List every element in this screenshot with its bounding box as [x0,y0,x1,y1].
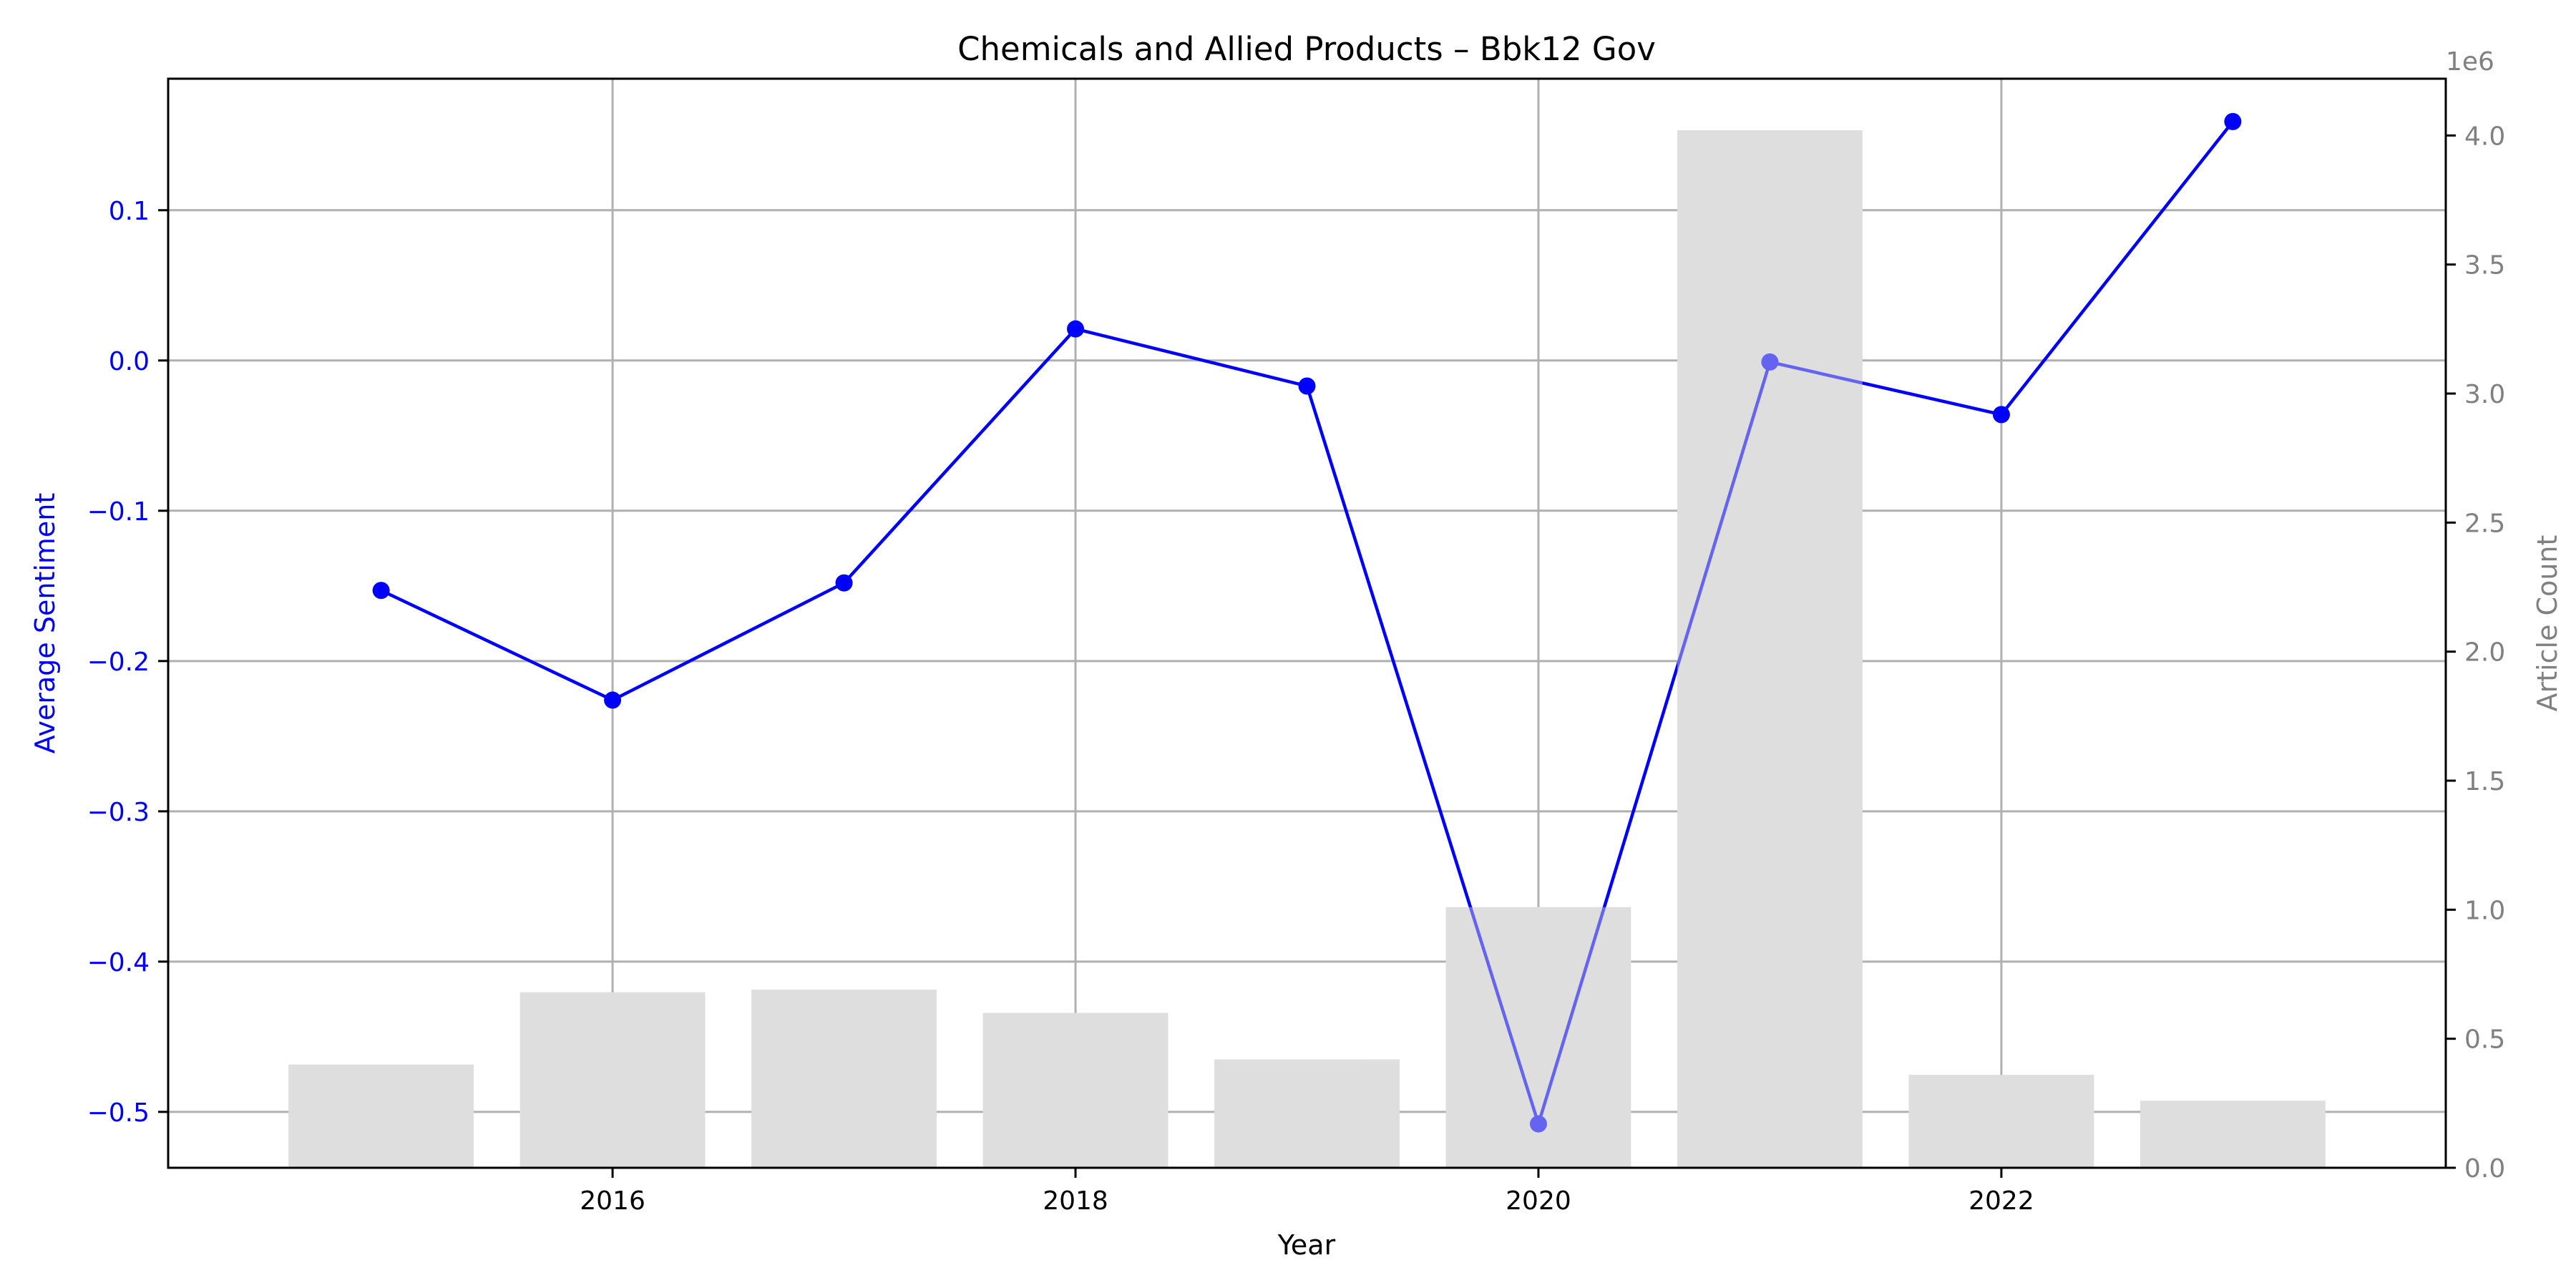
left-tick-label-4: −0.3 [87,798,150,827]
right-tick-label-1: 3.5 [2464,251,2505,280]
bar-2021 [1677,130,1863,1169]
plot-frame [167,77,2447,1169]
x-tick-label-2018: 2018 [1043,1186,1108,1216]
x-axis-label: Year [1277,1229,1336,1261]
left-tick-label-1: 0.0 [109,347,150,376]
left-tick-label-5: −0.4 [87,948,150,977]
bar-overlay-2021 [1677,130,1863,1169]
bar-overlay-2016 [519,992,706,1168]
bar-overlay [288,130,2326,1169]
bar-2022 [1908,1075,2094,1168]
x-tick-label-2020: 2020 [1506,1186,1571,1216]
bar-overlay-2022 [1908,1075,2094,1168]
grid-lines [168,79,2446,1168]
bar-overlay-2023 [2140,1101,2326,1168]
sentiment-point-2019 [1298,377,1316,395]
right-axis-label: Article Count [2532,535,2563,712]
right-tick-label-7: 0.5 [2464,1025,2505,1055]
x-tick-label-2022: 2022 [1968,1186,2034,1216]
right-tick-label-5: 1.5 [2464,767,2505,796]
right-tick-label-8: 0.0 [2464,1154,2505,1184]
sentiment-line-series [372,112,2242,1133]
bar-overlay-2018 [982,1013,1169,1168]
bar-2017 [751,990,937,1168]
x-tick-label-2016: 2016 [580,1186,645,1216]
bar-2015 [288,1064,474,1168]
x-axis-ticks: 2016 2018 2020 2022 [580,1168,2034,1216]
sentiment-point-2020 [1529,1115,1547,1133]
sentiment-point-2015 [372,582,390,600]
sentiment-line [380,120,2235,1130]
bar-2018 [982,1013,1169,1168]
bar-overlay-2019 [1214,1059,1400,1168]
article-count-bars [288,130,2326,1169]
right-tick-label-6: 1.0 [2464,896,2505,925]
sentiment-point-2016 [604,691,622,709]
right-axis-offset-label: 1e6 [2446,47,2494,77]
bar-overlay-2017 [751,990,937,1168]
sentiment-point-2018 [1067,320,1085,338]
bar-overlay-2020 [1445,907,1631,1168]
right-tick-label-0: 4.0 [2464,122,2505,151]
bar-2023 [2140,1101,2326,1168]
right-tick-label-2: 3.0 [2464,380,2505,409]
sentiment-point-2022 [1992,406,2010,424]
left-tick-label-0: 0.1 [109,197,150,226]
left-tick-label-3: −0.2 [87,648,150,677]
left-axis-ticks: 0.1 0.0 −0.1 −0.2 −0.3 −0.4 −0.5 [87,197,168,1128]
left-tick-label-2: −0.1 [87,497,150,527]
bar-overlay-2015 [288,1064,474,1168]
right-tick-label-3: 2.5 [2464,509,2505,538]
sentiment-point-2017 [835,574,853,592]
sentiment-point-2021 [1761,353,1779,371]
left-axis-label: Average Sentiment [29,493,61,754]
right-tick-label-4: 2.0 [2464,638,2505,668]
chart-title: Chemicals and Allied Products – Bbk12 Go… [957,30,1656,68]
bar-2019 [1214,1059,1400,1168]
right-axis-ticks: 4.0 3.5 3.0 2.5 2.0 1.5 1.0 0.5 0.0 [2446,122,2505,1184]
sentiment-point-2023 [2224,112,2242,130]
bar-2016 [519,992,706,1168]
left-tick-label-6: −0.5 [87,1098,150,1128]
